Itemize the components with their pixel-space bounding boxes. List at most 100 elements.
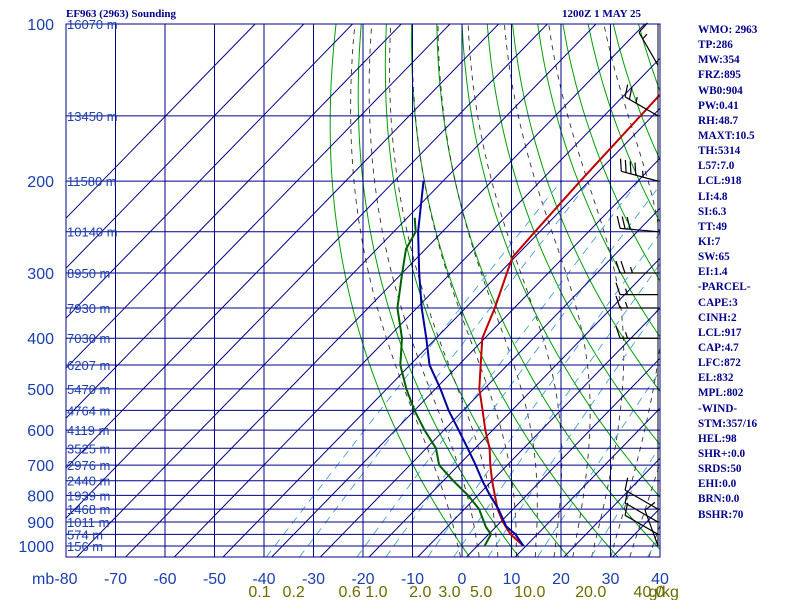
temperature-tick-label: -40 xyxy=(252,571,275,588)
wind-barb xyxy=(615,260,658,274)
height-label: 11580 m xyxy=(67,174,117,189)
wind-barb-shaft xyxy=(638,32,659,66)
index-row: SHR+:0.0 xyxy=(698,447,746,460)
index-row: TT:49 xyxy=(698,220,728,233)
temperature-tick-label: -20 xyxy=(351,571,374,588)
wind-barb-shaft xyxy=(624,96,659,117)
wind-barb-feather xyxy=(616,215,621,229)
index-row: LFC:872 xyxy=(698,357,741,370)
wind-barb-feather xyxy=(624,502,629,516)
height-label: 1468 m xyxy=(67,502,110,517)
height-label: 8950 m xyxy=(67,266,110,281)
wind-barb-feather xyxy=(615,295,621,309)
wind-barb-feather xyxy=(638,22,648,33)
height-label: 3525 m xyxy=(67,441,110,456)
dry-adiabat-line xyxy=(357,24,520,557)
pressure-tick-label: 100 xyxy=(27,17,54,34)
height-label: 7930 m xyxy=(67,301,110,316)
mixing-ratio-label: 10.0 xyxy=(514,584,545,600)
wind-barb-feather xyxy=(615,282,621,295)
isotherm-line xyxy=(66,24,549,519)
height-label: 4764 m xyxy=(67,403,110,418)
sounding-title: EF963 (2963) Sounding xyxy=(66,8,177,20)
background-lines xyxy=(66,24,660,557)
index-row: WMO: 2963 xyxy=(698,24,758,36)
temperature-tick-label: -50 xyxy=(203,571,226,588)
isotherm-line xyxy=(125,24,646,557)
moist-adiabat-line xyxy=(389,24,499,557)
isotherm-line xyxy=(66,24,402,369)
wind-barb-feather xyxy=(624,477,629,491)
dry-adiabat-line xyxy=(384,24,569,557)
mixing-ratio-line xyxy=(487,305,660,557)
index-row: CINH:2 xyxy=(698,311,737,324)
wind-barb-half-feather xyxy=(624,288,629,295)
mixing-ratio-line xyxy=(299,180,590,557)
height-label: 574 m xyxy=(67,527,103,542)
height-label: 2440 m xyxy=(67,474,110,489)
pressure-tick-label: 800 xyxy=(27,488,54,505)
index-row: SI:6.3 xyxy=(698,205,727,218)
temperature-tick-label: 40 xyxy=(651,571,669,588)
mixing-ratio-label: 0.1 xyxy=(248,584,270,600)
temperature-tick-label: 10 xyxy=(503,571,521,588)
height-label: 5470 m xyxy=(67,382,110,397)
height-label: 13450 m xyxy=(67,109,118,124)
dry-adiabat-line xyxy=(329,24,471,557)
temperature-tick-label: -70 xyxy=(104,571,127,588)
moist-adiabat-line xyxy=(350,24,461,557)
wind-barb xyxy=(616,215,659,233)
index-row: HEL:98 xyxy=(698,432,737,445)
index-row: SRDS:50 xyxy=(698,463,742,476)
index-row: EI:1.4 xyxy=(698,266,728,279)
isotherm-line xyxy=(66,24,500,469)
dry-adiabat-line xyxy=(562,24,660,282)
wind-barb-feather xyxy=(624,159,627,173)
dry-adiabat-line xyxy=(537,24,660,338)
index-row: KI:7 xyxy=(698,235,721,248)
dry-adiabat-line xyxy=(512,24,660,393)
mixing-ratio-label: 3.0 xyxy=(438,584,460,600)
wind-barb-half-feather xyxy=(624,332,629,339)
height-label: 2976 m xyxy=(67,458,110,473)
moist-adiabat-line xyxy=(603,24,660,557)
mixing-ratio-line xyxy=(537,369,660,557)
index-row: BSHR:70 xyxy=(698,508,744,521)
height-label: 10140 m xyxy=(67,225,118,240)
wind-barb xyxy=(624,490,659,523)
temperature-tick-label: -60 xyxy=(153,571,176,588)
isotherm-line xyxy=(271,157,660,557)
index-row: CAPE:3 xyxy=(698,296,738,309)
height-label: 16070 m xyxy=(67,17,118,32)
index-row: RH:48.7 xyxy=(698,114,739,127)
sounding-profiles xyxy=(396,93,660,547)
dry-adiabat-line xyxy=(486,24,660,446)
wind-barb xyxy=(624,502,659,535)
mixing-ratio-line xyxy=(385,184,660,557)
index-row: FRZ:895 xyxy=(698,69,741,82)
index-row: -WIND- xyxy=(698,402,738,415)
index-row: MW:354 xyxy=(698,54,740,67)
mixing-ratio-label: g/kg xyxy=(649,584,679,600)
valid-time: 1200Z 1 MAY 25 xyxy=(562,8,641,20)
height-label: 1011 m xyxy=(67,515,109,530)
isotherm-line xyxy=(66,24,451,419)
index-row: BRN:0.0 xyxy=(698,493,740,506)
height-label: 7030 m xyxy=(67,331,110,346)
pressure-tick-label: 500 xyxy=(27,382,54,399)
wind-barb-shaft xyxy=(624,502,659,523)
wind-barb xyxy=(624,84,659,117)
wind-barb-shaft xyxy=(621,170,659,182)
pressure-tick-label: 400 xyxy=(27,331,54,348)
wind-barb-feather xyxy=(644,501,656,511)
index-row: CAP:4.7 xyxy=(698,341,739,354)
isotherm-line xyxy=(368,257,660,557)
index-row: SW:65 xyxy=(698,251,730,264)
temperature-tick-label: -30 xyxy=(302,571,325,588)
mixing-ratio-line xyxy=(265,180,562,557)
mixing-ratio-line xyxy=(453,263,660,557)
mixing-ratio-label: 0.6 xyxy=(338,584,360,600)
temperature-tick-label: 30 xyxy=(602,571,620,588)
temperature-tick-label: 0 xyxy=(458,571,467,588)
mixing-ratio-label: 5.0 xyxy=(470,584,492,600)
